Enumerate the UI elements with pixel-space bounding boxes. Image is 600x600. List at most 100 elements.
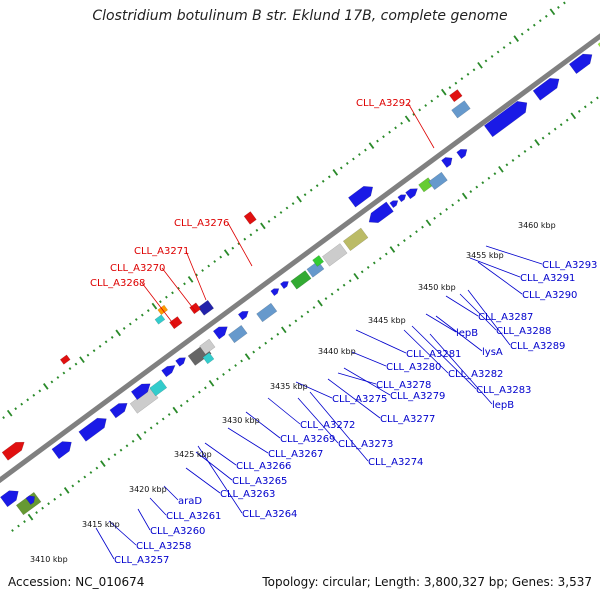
gene-feature — [456, 149, 468, 159]
gene-label-forward: araD — [178, 496, 202, 507]
lower-tick-dot — [469, 190, 473, 194]
leader-line — [407, 102, 435, 149]
lower-tick-dot — [493, 172, 497, 176]
lower-tick-dot — [270, 337, 274, 341]
lower-tick-dot — [353, 272, 360, 280]
lower-tick-dot — [264, 341, 268, 345]
gene-feature — [154, 314, 166, 325]
upper-tick-dot — [128, 322, 132, 326]
upper-tick-dot — [557, 5, 560, 9]
leader-line — [477, 261, 523, 295]
lower-tick-dot — [89, 471, 93, 474]
lower-tick-dot — [53, 497, 57, 501]
upper-tick-dot — [219, 255, 223, 259]
upper-tick-dot — [345, 161, 349, 165]
upper-tick-dot — [134, 318, 138, 321]
lower-tick-dot — [288, 323, 292, 327]
leader-line — [161, 267, 197, 313]
gene-label-reverse: CLL_A3270 — [110, 263, 165, 274]
scale-tick-label: 3460 kbp — [518, 221, 556, 230]
leader-line — [149, 497, 167, 516]
gene-label-forward: CLL_A3261 — [166, 511, 221, 522]
upper-tick-dot — [146, 309, 150, 313]
gene-feature — [428, 171, 448, 191]
lower-tick-dot — [425, 219, 432, 227]
tick-dot-tracks — [2, 1, 599, 532]
upper-tick-dot — [382, 135, 385, 139]
gene-feature — [483, 101, 528, 138]
lower-tick-dot — [208, 379, 215, 387]
backbone-line — [0, 33, 600, 484]
upper-tick-dot — [563, 1, 566, 5]
upper-tick-dot — [412, 112, 416, 116]
upper-tick-dot — [520, 32, 524, 36]
leader-line — [403, 329, 449, 374]
lower-tick-dot — [258, 346, 262, 350]
gene-feature — [1, 441, 25, 461]
lower-tick-dot — [330, 292, 334, 296]
map-title: Clostridium botulinum B str. Eklund 17B,… — [92, 8, 508, 24]
gene-feature — [51, 441, 72, 460]
upper-tick-dot — [223, 249, 230, 256]
lower-tick-dot — [366, 265, 370, 269]
lower-tick-dot — [27, 513, 34, 521]
lower-tick-dot — [541, 136, 545, 140]
upper-tick-dot — [291, 202, 295, 206]
leader-line — [467, 289, 511, 346]
leader-line — [185, 467, 221, 494]
upper-tick-dot — [404, 115, 411, 123]
upper-tick-dot — [440, 88, 447, 96]
lower-tick-dot — [240, 359, 243, 363]
gene-label-reverse: CLL_A3292 — [356, 98, 411, 109]
lower-tick-dot — [149, 426, 153, 430]
upper-tick-dot — [14, 407, 18, 411]
upper-tick-dot — [26, 398, 30, 402]
upper-tick-dot — [115, 329, 122, 337]
upper-tick-dot — [358, 153, 361, 156]
gene-label-forward: CLL_A3275 — [332, 394, 387, 405]
leader-line — [355, 329, 407, 354]
lower-tick-dot — [553, 127, 557, 131]
scale-tick-label: 3455 kbp — [466, 251, 504, 260]
leader-line — [485, 245, 543, 265]
upper-tick-dot — [436, 95, 440, 98]
lower-tick-dot — [487, 176, 491, 180]
gene-feature — [130, 383, 151, 401]
lower-tick-dot — [409, 234, 412, 238]
upper-tick-dot — [460, 77, 464, 81]
lower-tick-dot — [95, 466, 99, 470]
upper-tick-dot — [183, 282, 186, 286]
leader-line — [227, 222, 253, 267]
lower-tick-dot — [461, 192, 468, 200]
gene-feature — [25, 495, 35, 505]
lower-tick-dot — [216, 377, 219, 381]
upper-tick-dot — [255, 228, 259, 232]
lower-tick-dot — [276, 332, 280, 336]
gene-feature — [15, 491, 42, 516]
leader-line — [108, 520, 137, 546]
lower-tick-dot — [439, 212, 442, 216]
leader-line — [469, 257, 521, 278]
upper-tick-dot — [508, 41, 512, 45]
gene-label-forward: CLL_A3290 — [522, 290, 577, 301]
lower-tick-dot — [119, 448, 123, 452]
lower-tick-dot — [41, 506, 44, 510]
leader-line — [297, 397, 339, 444]
gene-label-forward: CLL_A3283 — [476, 385, 531, 396]
upper-tick-dot — [352, 157, 355, 161]
lower-tick-dot — [143, 430, 147, 434]
leader-line — [245, 411, 281, 439]
gene-feature — [175, 357, 186, 367]
lower-tick-dot — [384, 252, 388, 256]
gene-label-forward: CLL_A3265 — [232, 476, 287, 487]
leader-line — [445, 295, 479, 317]
lower-tick-dot — [451, 203, 455, 207]
lower-tick-dot — [59, 493, 63, 497]
gene-label-forward: CLL_A3258 — [136, 541, 191, 552]
upper-tick-dot — [213, 260, 217, 263]
gene-feature — [405, 188, 418, 200]
upper-tick-dot — [496, 50, 500, 54]
upper-tick-dot — [327, 175, 331, 179]
lower-tick-dot — [192, 395, 195, 399]
leader-line — [337, 372, 377, 385]
